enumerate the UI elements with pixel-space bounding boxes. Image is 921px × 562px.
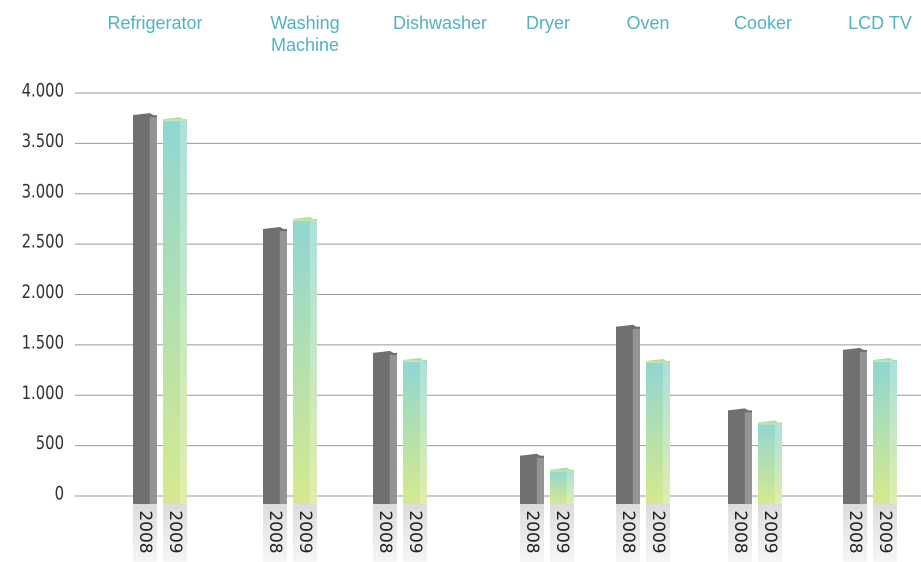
bar bbox=[550, 469, 574, 504]
series-label: 2008 bbox=[375, 510, 395, 553]
label-foot bbox=[163, 504, 187, 562]
series-label: 2009 bbox=[295, 510, 315, 553]
series-label: 2008 bbox=[845, 510, 865, 553]
bar-cap bbox=[163, 117, 187, 122]
bar bbox=[133, 115, 157, 504]
bar bbox=[646, 360, 670, 504]
category-label: Oven bbox=[626, 13, 670, 33]
y-tick-label: 3.500 bbox=[22, 130, 64, 152]
series-label: 2009 bbox=[405, 510, 425, 553]
label-foot bbox=[403, 504, 427, 562]
label-foot bbox=[263, 504, 287, 562]
bar-cap bbox=[646, 358, 670, 363]
category-label: Refrigerator bbox=[107, 13, 203, 33]
category-label: Cooker bbox=[733, 13, 793, 33]
series-label: 2008 bbox=[730, 510, 750, 553]
series-label: 2009 bbox=[760, 510, 780, 553]
label-foot bbox=[616, 504, 640, 562]
label-foot bbox=[373, 504, 397, 562]
label-foot bbox=[293, 504, 317, 562]
series-label: 2008 bbox=[618, 510, 638, 553]
y-tick-label: 4.000 bbox=[22, 80, 64, 102]
bar-side bbox=[662, 362, 670, 504]
bar bbox=[403, 359, 427, 504]
bar-cap bbox=[403, 357, 427, 362]
series-label: 2008 bbox=[135, 510, 155, 553]
series-label: 2008 bbox=[265, 510, 285, 553]
y-tick-label: 3.000 bbox=[22, 181, 64, 203]
bar-side bbox=[774, 424, 782, 504]
bar-side bbox=[389, 354, 397, 504]
bar-side bbox=[279, 231, 287, 504]
bar-cap bbox=[550, 467, 574, 472]
bar-side bbox=[632, 328, 640, 504]
y-tick-label: 2.500 bbox=[22, 231, 64, 253]
bar-side bbox=[859, 351, 867, 504]
bar-cap bbox=[758, 420, 782, 425]
category-label: Dishwasher bbox=[392, 13, 488, 33]
bar-side bbox=[179, 121, 187, 504]
label-foot bbox=[646, 504, 670, 562]
label-foot bbox=[728, 504, 752, 562]
bar bbox=[843, 349, 867, 504]
y-tick-label: 2.000 bbox=[22, 281, 64, 303]
bar bbox=[728, 410, 752, 504]
bar bbox=[758, 422, 782, 504]
bar-cap bbox=[873, 357, 897, 362]
bar-cap bbox=[263, 227, 287, 232]
bar-side bbox=[309, 220, 317, 504]
label-foot bbox=[133, 504, 157, 562]
series-label: 2009 bbox=[875, 510, 895, 553]
y-tick-label: 1.000 bbox=[22, 382, 64, 404]
bar-cap bbox=[520, 453, 544, 458]
bar bbox=[873, 359, 897, 504]
y-tick-label: 1.500 bbox=[22, 332, 64, 354]
label-foot bbox=[520, 504, 544, 562]
bar-side bbox=[889, 361, 897, 504]
bar-side bbox=[744, 412, 752, 504]
bar-cap bbox=[843, 347, 867, 352]
y-tick-label: 0 bbox=[55, 483, 64, 505]
bar-side bbox=[566, 471, 574, 504]
bar bbox=[263, 229, 287, 504]
bar-cap bbox=[728, 408, 752, 413]
category-label: LCD TV bbox=[848, 13, 912, 33]
bar bbox=[616, 326, 640, 504]
bar-cap bbox=[616, 324, 640, 329]
bar bbox=[163, 119, 187, 504]
category-label: Washing Machine bbox=[270, 13, 340, 55]
bar-cap bbox=[133, 113, 157, 118]
label-foot bbox=[550, 504, 574, 562]
bar bbox=[373, 352, 397, 504]
bar-side bbox=[536, 457, 544, 504]
bar bbox=[520, 455, 544, 504]
series-label: 2009 bbox=[552, 510, 572, 553]
label-foot bbox=[758, 504, 782, 562]
bar-cap bbox=[373, 350, 397, 355]
bar-side bbox=[419, 361, 427, 504]
bar bbox=[293, 218, 317, 504]
y-tick-label: 500 bbox=[36, 432, 64, 454]
series-label: 2008 bbox=[522, 510, 542, 553]
bar-cap bbox=[293, 216, 317, 221]
series-label: 2009 bbox=[165, 510, 185, 553]
category-label: Dryer bbox=[526, 13, 570, 33]
label-foot bbox=[843, 504, 867, 562]
series-label: 2009 bbox=[648, 510, 668, 553]
label-foot bbox=[873, 504, 897, 562]
bar-side bbox=[149, 117, 157, 504]
